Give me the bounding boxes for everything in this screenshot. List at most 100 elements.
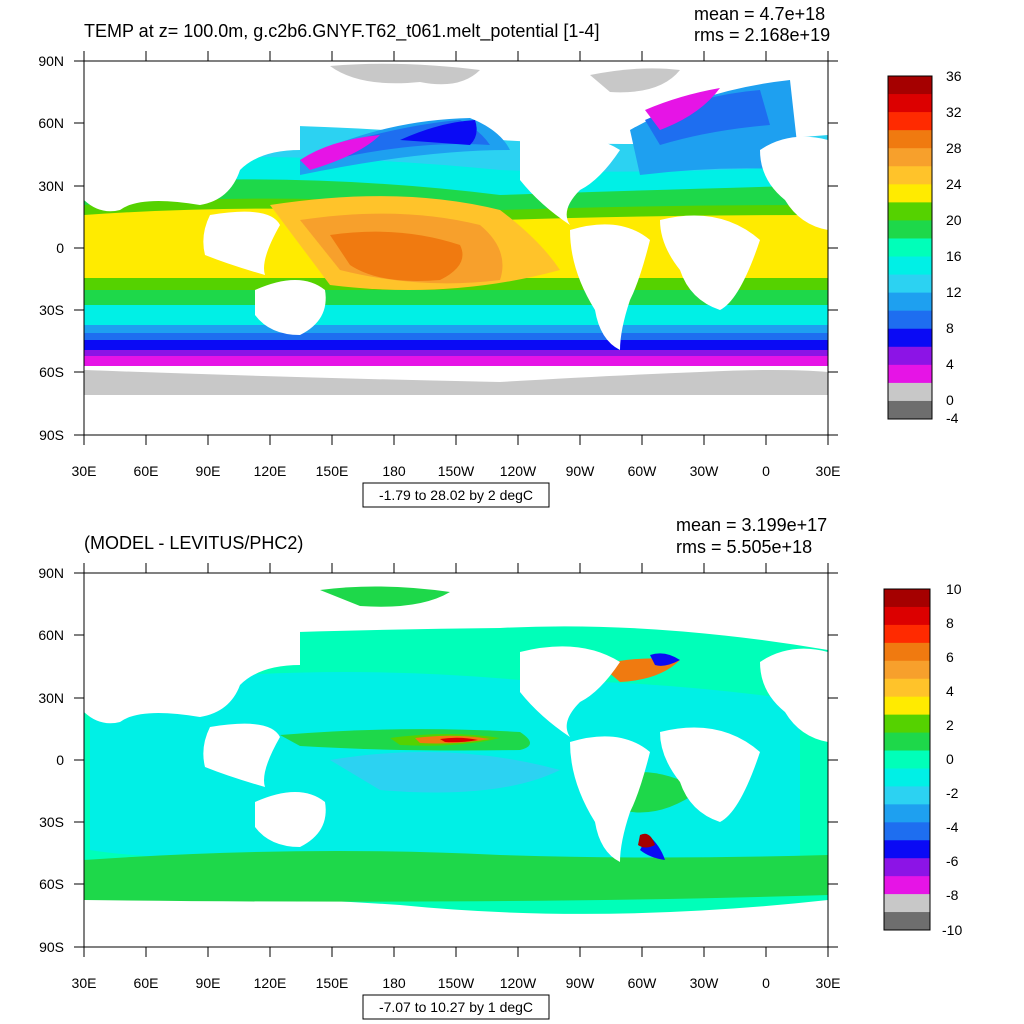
lat-label: 30N bbox=[38, 690, 64, 706]
colorbar-label: 32 bbox=[946, 104, 962, 120]
colorbar-swatch bbox=[884, 750, 930, 769]
colorbar-swatches bbox=[888, 76, 932, 420]
map-title: TEMP at z= 100.0m, g.c2b6.GNYF.T62_t061.… bbox=[84, 21, 599, 42]
colorbar: 36 32 28 24 20 16 12 8 4 0 -4 bbox=[887, 68, 962, 426]
lat-label: 90N bbox=[38, 565, 64, 581]
lon-label: 60E bbox=[134, 975, 159, 991]
lon-label: 150E bbox=[316, 463, 349, 479]
colorbar-swatch bbox=[888, 166, 932, 185]
colorbar-label: 4 bbox=[946, 356, 954, 372]
lat-label: 60N bbox=[38, 627, 64, 643]
longitude-ticks bbox=[83, 563, 829, 957]
lon-label: 180 bbox=[382, 975, 406, 991]
lat-label: 30N bbox=[38, 178, 64, 194]
lon-label: 90E bbox=[196, 975, 221, 991]
mean-value: mean = 3.199e+17 bbox=[676, 515, 827, 535]
colorbar-swatch bbox=[888, 220, 932, 239]
info-box bbox=[362, 994, 550, 1020]
lat-label: 60S bbox=[39, 876, 64, 892]
colorbar-swatch bbox=[884, 660, 930, 680]
lon-label: 90E bbox=[196, 463, 221, 479]
lon-label: 120W bbox=[500, 975, 537, 991]
colorbar-swatch bbox=[884, 714, 930, 734]
lon-label: 120W bbox=[500, 463, 537, 479]
rms-value: rms = 2.168e+19 bbox=[694, 25, 830, 45]
colorbar-swatch bbox=[884, 678, 930, 698]
colorbar-swatch bbox=[884, 894, 930, 913]
lon-label: 30E bbox=[72, 463, 97, 479]
colorbar-label: -4 bbox=[946, 819, 959, 835]
colorbar-swatch bbox=[884, 606, 930, 626]
colorbar-label: 10 bbox=[946, 581, 962, 597]
lon-label: 60W bbox=[628, 463, 658, 479]
colorbar-swatch bbox=[884, 912, 930, 931]
colorbar-label: 16 bbox=[946, 248, 962, 264]
rms-value: rms = 5.505e+18 bbox=[676, 537, 812, 557]
colorbar-swatch bbox=[888, 148, 932, 167]
contour-info: -1.79 to 28.02 by 2 degC bbox=[379, 487, 533, 503]
lon-label: 90W bbox=[566, 463, 596, 479]
map-title: (MODEL - LEVITUS/PHC2) bbox=[84, 533, 303, 553]
colorbar-swatch bbox=[888, 256, 932, 276]
colorbar-swatch bbox=[884, 642, 930, 662]
lon-label: 0 bbox=[762, 463, 770, 479]
colorbar-label: -8 bbox=[946, 887, 959, 903]
colorbar-swatch bbox=[884, 624, 930, 644]
colorbar-swatch bbox=[884, 589, 930, 608]
contour-info: -7.07 to 10.27 by 1 degC bbox=[379, 999, 533, 1015]
lon-label: 150W bbox=[438, 975, 475, 991]
colorbar-swatch bbox=[884, 732, 930, 752]
colorbar-swatch bbox=[888, 346, 932, 366]
lon-label: 150E bbox=[316, 975, 349, 991]
colorbar-label: 20 bbox=[946, 212, 962, 228]
colorbar-label: -4 bbox=[946, 410, 959, 426]
lon-label: 30E bbox=[72, 975, 97, 991]
lat-label: 0 bbox=[56, 752, 64, 768]
lon-label: 90W bbox=[566, 975, 596, 991]
colorbar-label: 0 bbox=[946, 392, 954, 408]
colorbar-label: 8 bbox=[946, 320, 954, 336]
colorbar-label: 24 bbox=[946, 176, 962, 192]
colorbar-swatch bbox=[888, 76, 932, 95]
colorbar-label: -10 bbox=[942, 922, 962, 938]
lon-label: 30W bbox=[690, 463, 720, 479]
colorbar-swatch bbox=[884, 858, 930, 877]
colorbar-swatch bbox=[884, 804, 930, 823]
lon-label: 120E bbox=[254, 975, 287, 991]
colorbar-swatch bbox=[888, 94, 932, 113]
map-field bbox=[84, 573, 828, 947]
lat-label: 90N bbox=[38, 53, 64, 69]
lat-label: 0 bbox=[56, 240, 64, 256]
lon-label: 150W bbox=[438, 463, 475, 479]
map-field bbox=[84, 61, 828, 435]
colorbar-swatch bbox=[888, 274, 932, 294]
lon-label: 60W bbox=[628, 975, 658, 991]
difference-map-panel: (MODEL - LEVITUS/PHC2) mean = 3.199e+17 … bbox=[38, 515, 962, 1020]
colorbar: 10 8 6 4 2 0 -2 -4 -6 -8 -10 bbox=[883, 581, 962, 938]
colorbar-swatch bbox=[888, 112, 932, 131]
colorbar-swatch bbox=[888, 184, 932, 203]
colorbar-label: 6 bbox=[946, 649, 954, 665]
colorbar-swatch bbox=[884, 822, 930, 841]
colorbar-swatch bbox=[888, 364, 932, 384]
colorbar-label: 4 bbox=[946, 683, 954, 699]
colorbar-label: 2 bbox=[946, 717, 954, 733]
colorbar-label: 8 bbox=[946, 615, 954, 631]
colorbar-swatch bbox=[884, 696, 930, 716]
colorbar-label: 12 bbox=[946, 284, 962, 300]
mean-value: mean = 4.7e+18 bbox=[694, 4, 825, 24]
lat-label: 60S bbox=[39, 364, 64, 380]
lon-label: 60E bbox=[134, 463, 159, 479]
info-box bbox=[362, 482, 550, 508]
colorbar-swatch bbox=[884, 768, 930, 787]
colorbar-label: 28 bbox=[946, 140, 962, 156]
colorbar-swatch bbox=[888, 328, 932, 348]
colorbar-swatch bbox=[888, 202, 932, 221]
colorbar-label: -2 bbox=[946, 785, 959, 801]
lon-label: 0 bbox=[762, 975, 770, 991]
temp-map-panel: TEMP at z= 100.0m, g.c2b6.GNYF.T62_t061.… bbox=[38, 4, 962, 508]
lon-label: 30W bbox=[690, 975, 720, 991]
colorbar-swatch bbox=[888, 238, 932, 258]
colorbar-swatch bbox=[884, 786, 930, 805]
